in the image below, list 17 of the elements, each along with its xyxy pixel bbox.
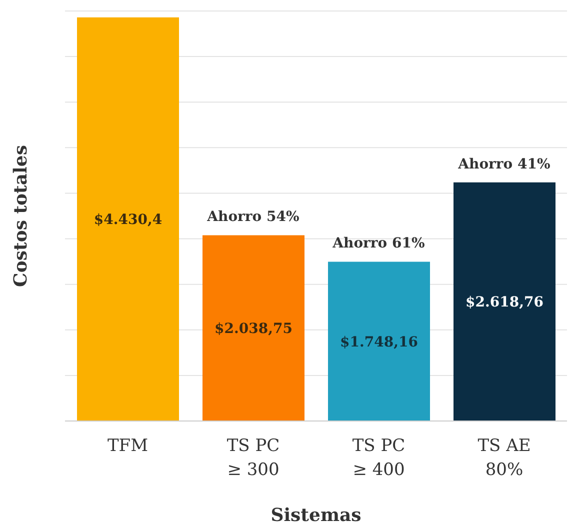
x-axis-title: Sistemas [270, 505, 362, 526]
x-tick-label: TS PC ≥ 400 [352, 436, 406, 480]
bar [202, 235, 304, 421]
y-axis-title: Costos totales [10, 145, 32, 287]
x-tick-label: TS PC ≥ 300 [226, 436, 280, 480]
annotation: Ahorro 54% [206, 209, 300, 226]
data-label: $4.430,4 [94, 212, 162, 228]
bar [454, 182, 556, 421]
data-label: $2.618,76 [466, 294, 544, 311]
annotation: Ahorro 61% [332, 236, 425, 252]
bar [77, 17, 179, 421]
annotation: Ahorro 41% [457, 156, 550, 172]
x-tick-label: TS AE 80% [478, 436, 531, 480]
data-label: $1.748,16 [340, 334, 418, 350]
data-label: $2.038,75 [214, 321, 292, 338]
x-tick-label: TFM [107, 436, 148, 456]
bar [328, 262, 430, 421]
